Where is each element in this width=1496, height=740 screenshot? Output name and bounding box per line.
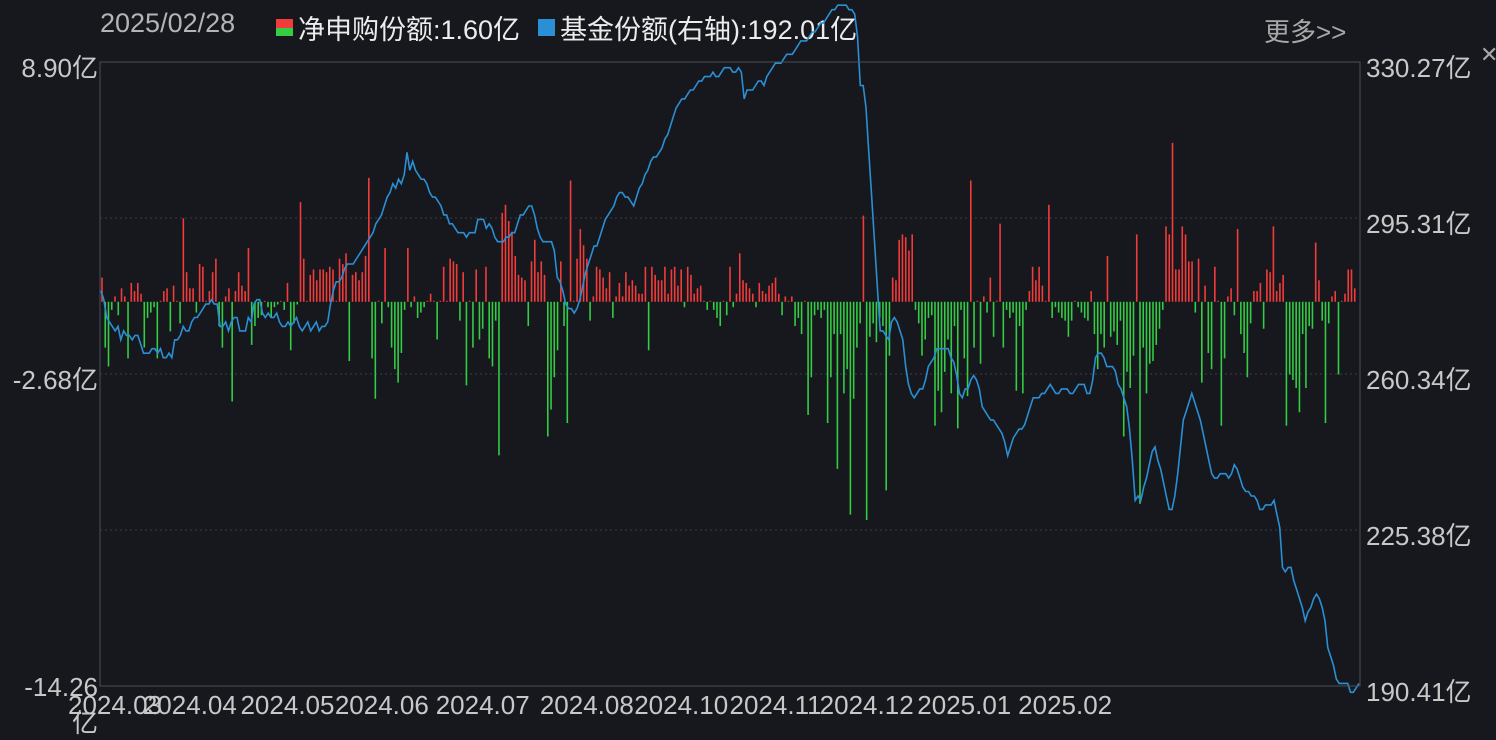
red-green-square-icon: [276, 19, 293, 36]
legend-net-subscription[interactable]: 净申购份额:1.60亿: [276, 8, 520, 47]
legend-net-label: 净申购份额:1.60亿: [298, 15, 521, 45]
x-axis-tick: 2024.03: [68, 690, 162, 720]
left-axis-tick: -2.68亿: [12, 365, 98, 395]
left-axis-tick: 8.90亿: [21, 53, 98, 83]
x-axis-tick: 2024.11: [729, 690, 822, 720]
x-axis-tick: 2024.08: [539, 690, 634, 720]
right-axis-tick: 260.34亿: [1366, 365, 1472, 395]
x-axis-tick: 2024.12: [819, 690, 914, 720]
plot-frame: [99, 61, 1361, 687]
x-axis-tick: 2024.06: [334, 690, 429, 720]
right-axis-tick: 190.41亿: [1366, 677, 1472, 707]
left-axis-tick: -14.26亿: [24, 672, 98, 738]
right-axis-tick: 295.31亿: [1366, 209, 1472, 239]
chart-area: [99, 4, 1361, 694]
right-axis-tick: 225.38亿: [1366, 521, 1472, 551]
blue-square-icon: [538, 19, 556, 36]
right-axis-tick: 330.27亿: [1366, 53, 1472, 83]
close-icon[interactable]: ✕: [1480, 42, 1496, 67]
grid-lines: [100, 217, 1360, 531]
x-axis-tick: 2024.05: [240, 690, 335, 720]
x-axis-tick: 2024.07: [435, 690, 530, 720]
x-axis-tick: 2024.10: [634, 690, 729, 720]
net-subscription-bars: [101, 142, 1356, 521]
x-axis-tick: 2025.02: [1018, 690, 1113, 720]
x-axis-tick: 2025.01: [917, 690, 1012, 720]
date-label: 2025/02/28: [100, 8, 236, 38]
more-link[interactable]: 更多>>: [1264, 17, 1347, 47]
fund-share-line: [100, 4, 1360, 694]
x-axis-tick: 2024.04: [142, 690, 237, 720]
